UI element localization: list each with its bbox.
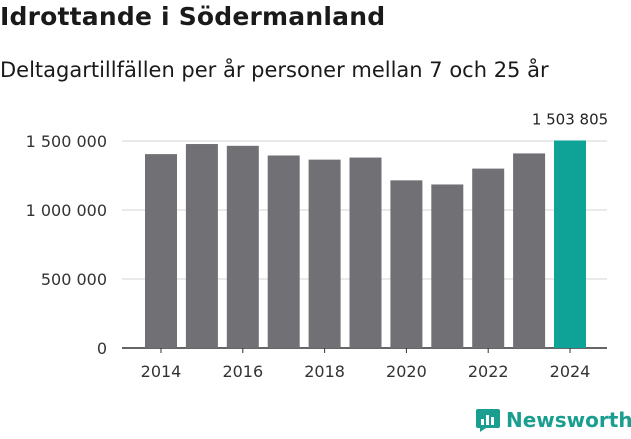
bar-2018 — [308, 159, 341, 348]
x-tick-label: 2022 — [468, 362, 509, 381]
bar-2024 — [554, 140, 586, 348]
bar-2022 — [472, 168, 505, 348]
y-tick-label: 500 000 — [41, 270, 107, 289]
x-tick-label: 2016 — [222, 362, 263, 381]
bar-2017 — [267, 155, 300, 348]
newsworthy-logo: Newsworthy — [475, 407, 631, 433]
chart-subtitle: Deltagartillfällen per år personer mella… — [0, 58, 549, 82]
bar-2021 — [431, 184, 464, 348]
bars — [145, 140, 586, 348]
y-axis-ticks: 0 500 000 1 000 000 1 500 000 — [26, 132, 107, 358]
chart-title: Idrottande i Södermanland — [0, 2, 386, 31]
brand-name: Newsworthy — [506, 408, 631, 432]
x-tick-label: 2020 — [386, 362, 427, 381]
bar-2019 — [349, 157, 382, 348]
x-tick-label: 2024 — [550, 362, 591, 381]
x-tick-label: 2018 — [304, 362, 345, 381]
bar-2015 — [185, 144, 218, 348]
newsworthy-icon — [476, 409, 500, 432]
highlight-data-label: 1 503 805 — [532, 110, 608, 128]
data-labels: 1 503 805 — [532, 110, 608, 128]
y-tick-label: 1 000 000 — [26, 201, 107, 220]
y-tick-label: 1 500 000 — [26, 132, 107, 151]
x-tick-label: 2014 — [141, 362, 182, 381]
y-tick-label: 0 — [97, 339, 107, 358]
bar-2023 — [513, 153, 546, 348]
bar-2016 — [226, 145, 259, 348]
bar-2020 — [390, 180, 423, 348]
bar-2014 — [145, 154, 177, 348]
x-axis-ticks: 2014 2016 2018 2020 2022 2024 — [141, 348, 591, 381]
